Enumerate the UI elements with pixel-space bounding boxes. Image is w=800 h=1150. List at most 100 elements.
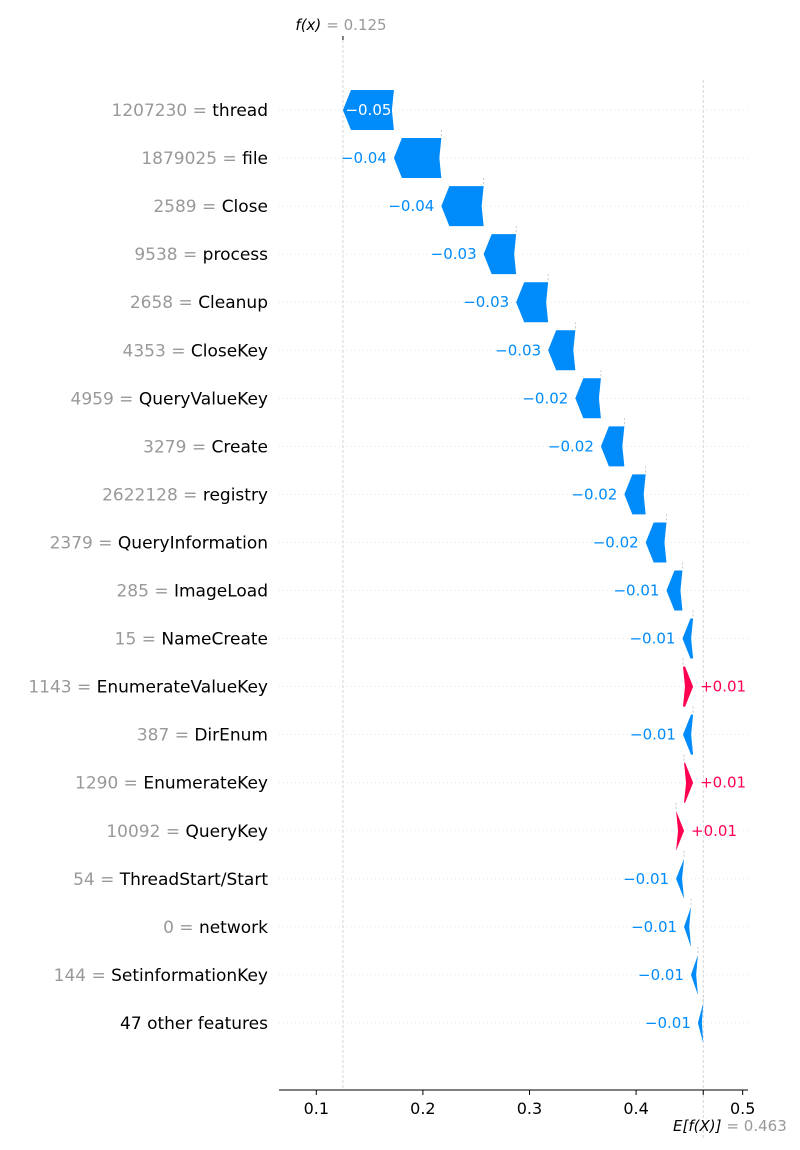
bar-negative bbox=[516, 282, 549, 323]
bar-negative bbox=[483, 234, 517, 275]
feature-name: 47 other features bbox=[120, 1014, 268, 1034]
feature-name: process bbox=[203, 245, 268, 265]
x-tick-label: 0.3 bbox=[517, 1099, 542, 1118]
feature-label: 285 = ImageLoad bbox=[116, 582, 268, 602]
fx-value: = 0.125 bbox=[326, 16, 386, 34]
feature-label: 15 = NameCreate bbox=[115, 630, 268, 650]
bar-negative bbox=[676, 858, 685, 899]
x-tick-label: 0.2 bbox=[410, 1099, 435, 1118]
reference-lines bbox=[342, 36, 704, 1140]
feature-name: Create bbox=[212, 437, 269, 457]
bar-value-label: −0.04 bbox=[341, 149, 387, 167]
bar-negative bbox=[666, 570, 683, 611]
bar-positive bbox=[682, 666, 694, 707]
bar-value-label: −0.01 bbox=[638, 966, 684, 984]
feature-name: thread bbox=[212, 101, 268, 121]
bar-negative bbox=[600, 426, 625, 467]
x-tick-label: 0.1 bbox=[304, 1099, 329, 1118]
feature-value: 1290 = bbox=[75, 774, 143, 794]
feature-value: 2622128 = bbox=[102, 485, 203, 505]
bar-value-label: −0.03 bbox=[431, 245, 477, 263]
feature-value: 15 = bbox=[115, 630, 162, 650]
bar-value-label: −0.05 bbox=[345, 101, 391, 119]
feature-name: Cleanup bbox=[198, 293, 268, 313]
feature-value: 2589 = bbox=[153, 197, 221, 217]
feature-name: DirEnum bbox=[194, 726, 268, 746]
feature-name: CloseKey bbox=[191, 341, 268, 361]
bar-value-label: −0.02 bbox=[548, 437, 594, 455]
feature-value: 387 = bbox=[137, 726, 195, 746]
feature-value: 1879025 = bbox=[141, 149, 242, 169]
feature-name: QueryInformation bbox=[118, 533, 268, 553]
feature-value: 2658 = bbox=[130, 293, 198, 313]
feature-value: 3279 = bbox=[143, 437, 211, 457]
feature-label: 4353 = CloseKey bbox=[123, 341, 268, 361]
feature-label: 2589 = Close bbox=[153, 197, 268, 217]
bar-negative bbox=[575, 378, 601, 419]
bar-value-label: +0.01 bbox=[691, 822, 737, 840]
bar-value-label: −0.03 bbox=[495, 341, 541, 359]
feature-value: 1143 = bbox=[28, 678, 96, 698]
feature-labels: 1207230 = thread 1879025 = file 2589 = Clo… bbox=[28, 101, 268, 1034]
fx-annotation: f(x) = 0.125 bbox=[295, 16, 386, 34]
bar-negative bbox=[624, 474, 646, 515]
feature-label: 47 other features bbox=[120, 1014, 268, 1034]
bar-positive bbox=[676, 810, 685, 851]
feature-name: EnumerateKey bbox=[143, 774, 268, 794]
feature-label: 2658 = Cleanup bbox=[130, 293, 268, 313]
feature-label: 9538 = process bbox=[134, 245, 268, 265]
feature-label: 2379 = QueryInformation bbox=[50, 533, 268, 553]
base-value-annotation: E[f(X)] = 0.463 bbox=[673, 1117, 787, 1135]
feature-name: SetinformationKey bbox=[111, 966, 268, 986]
feature-label: 1143 = EnumerateValueKey bbox=[28, 678, 268, 698]
bar-negative bbox=[548, 330, 576, 371]
bar-positive bbox=[684, 762, 694, 803]
feature-name: file bbox=[242, 149, 268, 169]
x-tick-label: 0.5 bbox=[730, 1099, 755, 1118]
bar-value-label: +0.01 bbox=[700, 678, 746, 696]
feature-name: ImageLoad bbox=[174, 582, 268, 602]
bar-negative bbox=[682, 618, 694, 659]
bar-value-label: −0.01 bbox=[623, 870, 669, 888]
x-axis: 0.1 0.2 0.3 0.4 0.5 bbox=[279, 1089, 755, 1118]
feature-label: 144 = SetinformationKey bbox=[54, 966, 268, 986]
bar-value-label: −0.02 bbox=[522, 389, 568, 407]
feature-value: 285 = bbox=[116, 582, 174, 602]
feature-value: 4959 = bbox=[71, 389, 139, 409]
feature-value: 9538 = bbox=[134, 245, 202, 265]
feature-name: registry bbox=[203, 485, 268, 505]
feature-label: 387 = DirEnum bbox=[137, 726, 268, 746]
feature-label: 4959 = QueryValueKey bbox=[71, 389, 269, 409]
bar-value-label: −0.02 bbox=[571, 485, 617, 503]
feature-value: 2379 = bbox=[50, 533, 118, 553]
feature-name: QueryValueKey bbox=[139, 389, 268, 409]
bar-negative bbox=[697, 1002, 704, 1043]
feature-label: 2622128 = registry bbox=[102, 485, 268, 505]
bar-value-label: +0.01 bbox=[700, 774, 746, 792]
bar-negative bbox=[682, 714, 694, 755]
bar-value-label: −0.01 bbox=[630, 726, 676, 744]
bar-negative bbox=[441, 186, 484, 227]
bar-value-label: −0.01 bbox=[645, 1014, 691, 1032]
feature-name: Close bbox=[222, 197, 268, 217]
feature-label: 0 = network bbox=[163, 918, 268, 938]
feature-label: 1290 = EnumerateKey bbox=[75, 774, 268, 794]
x-tick-label: 0.4 bbox=[623, 1099, 648, 1118]
fx-label: f(x) bbox=[295, 16, 321, 34]
feature-value: 4353 = bbox=[123, 341, 191, 361]
bar-value-label: −0.04 bbox=[388, 197, 434, 215]
bar-value-label: −0.01 bbox=[629, 630, 675, 648]
feature-value: 10092 = bbox=[106, 822, 185, 842]
feature-value: 54 = bbox=[73, 870, 120, 890]
feature-value: 0 = bbox=[163, 918, 199, 938]
bar-value-label: −0.03 bbox=[463, 293, 509, 311]
feature-label: 10092 = QueryKey bbox=[106, 822, 268, 842]
bar-value-label: −0.01 bbox=[613, 582, 659, 600]
feature-value: 1207230 = bbox=[112, 101, 213, 121]
bar-negative bbox=[684, 906, 691, 947]
bar-negative bbox=[393, 138, 442, 179]
feature-label: 3279 = Create bbox=[143, 437, 268, 457]
feature-name: NameCreate bbox=[161, 630, 268, 650]
contribution-bars: −0.05 −0.04 −0.04 −0.03 −0.03 −0.03 −0.02 −0.02… bbox=[341, 90, 746, 1043]
